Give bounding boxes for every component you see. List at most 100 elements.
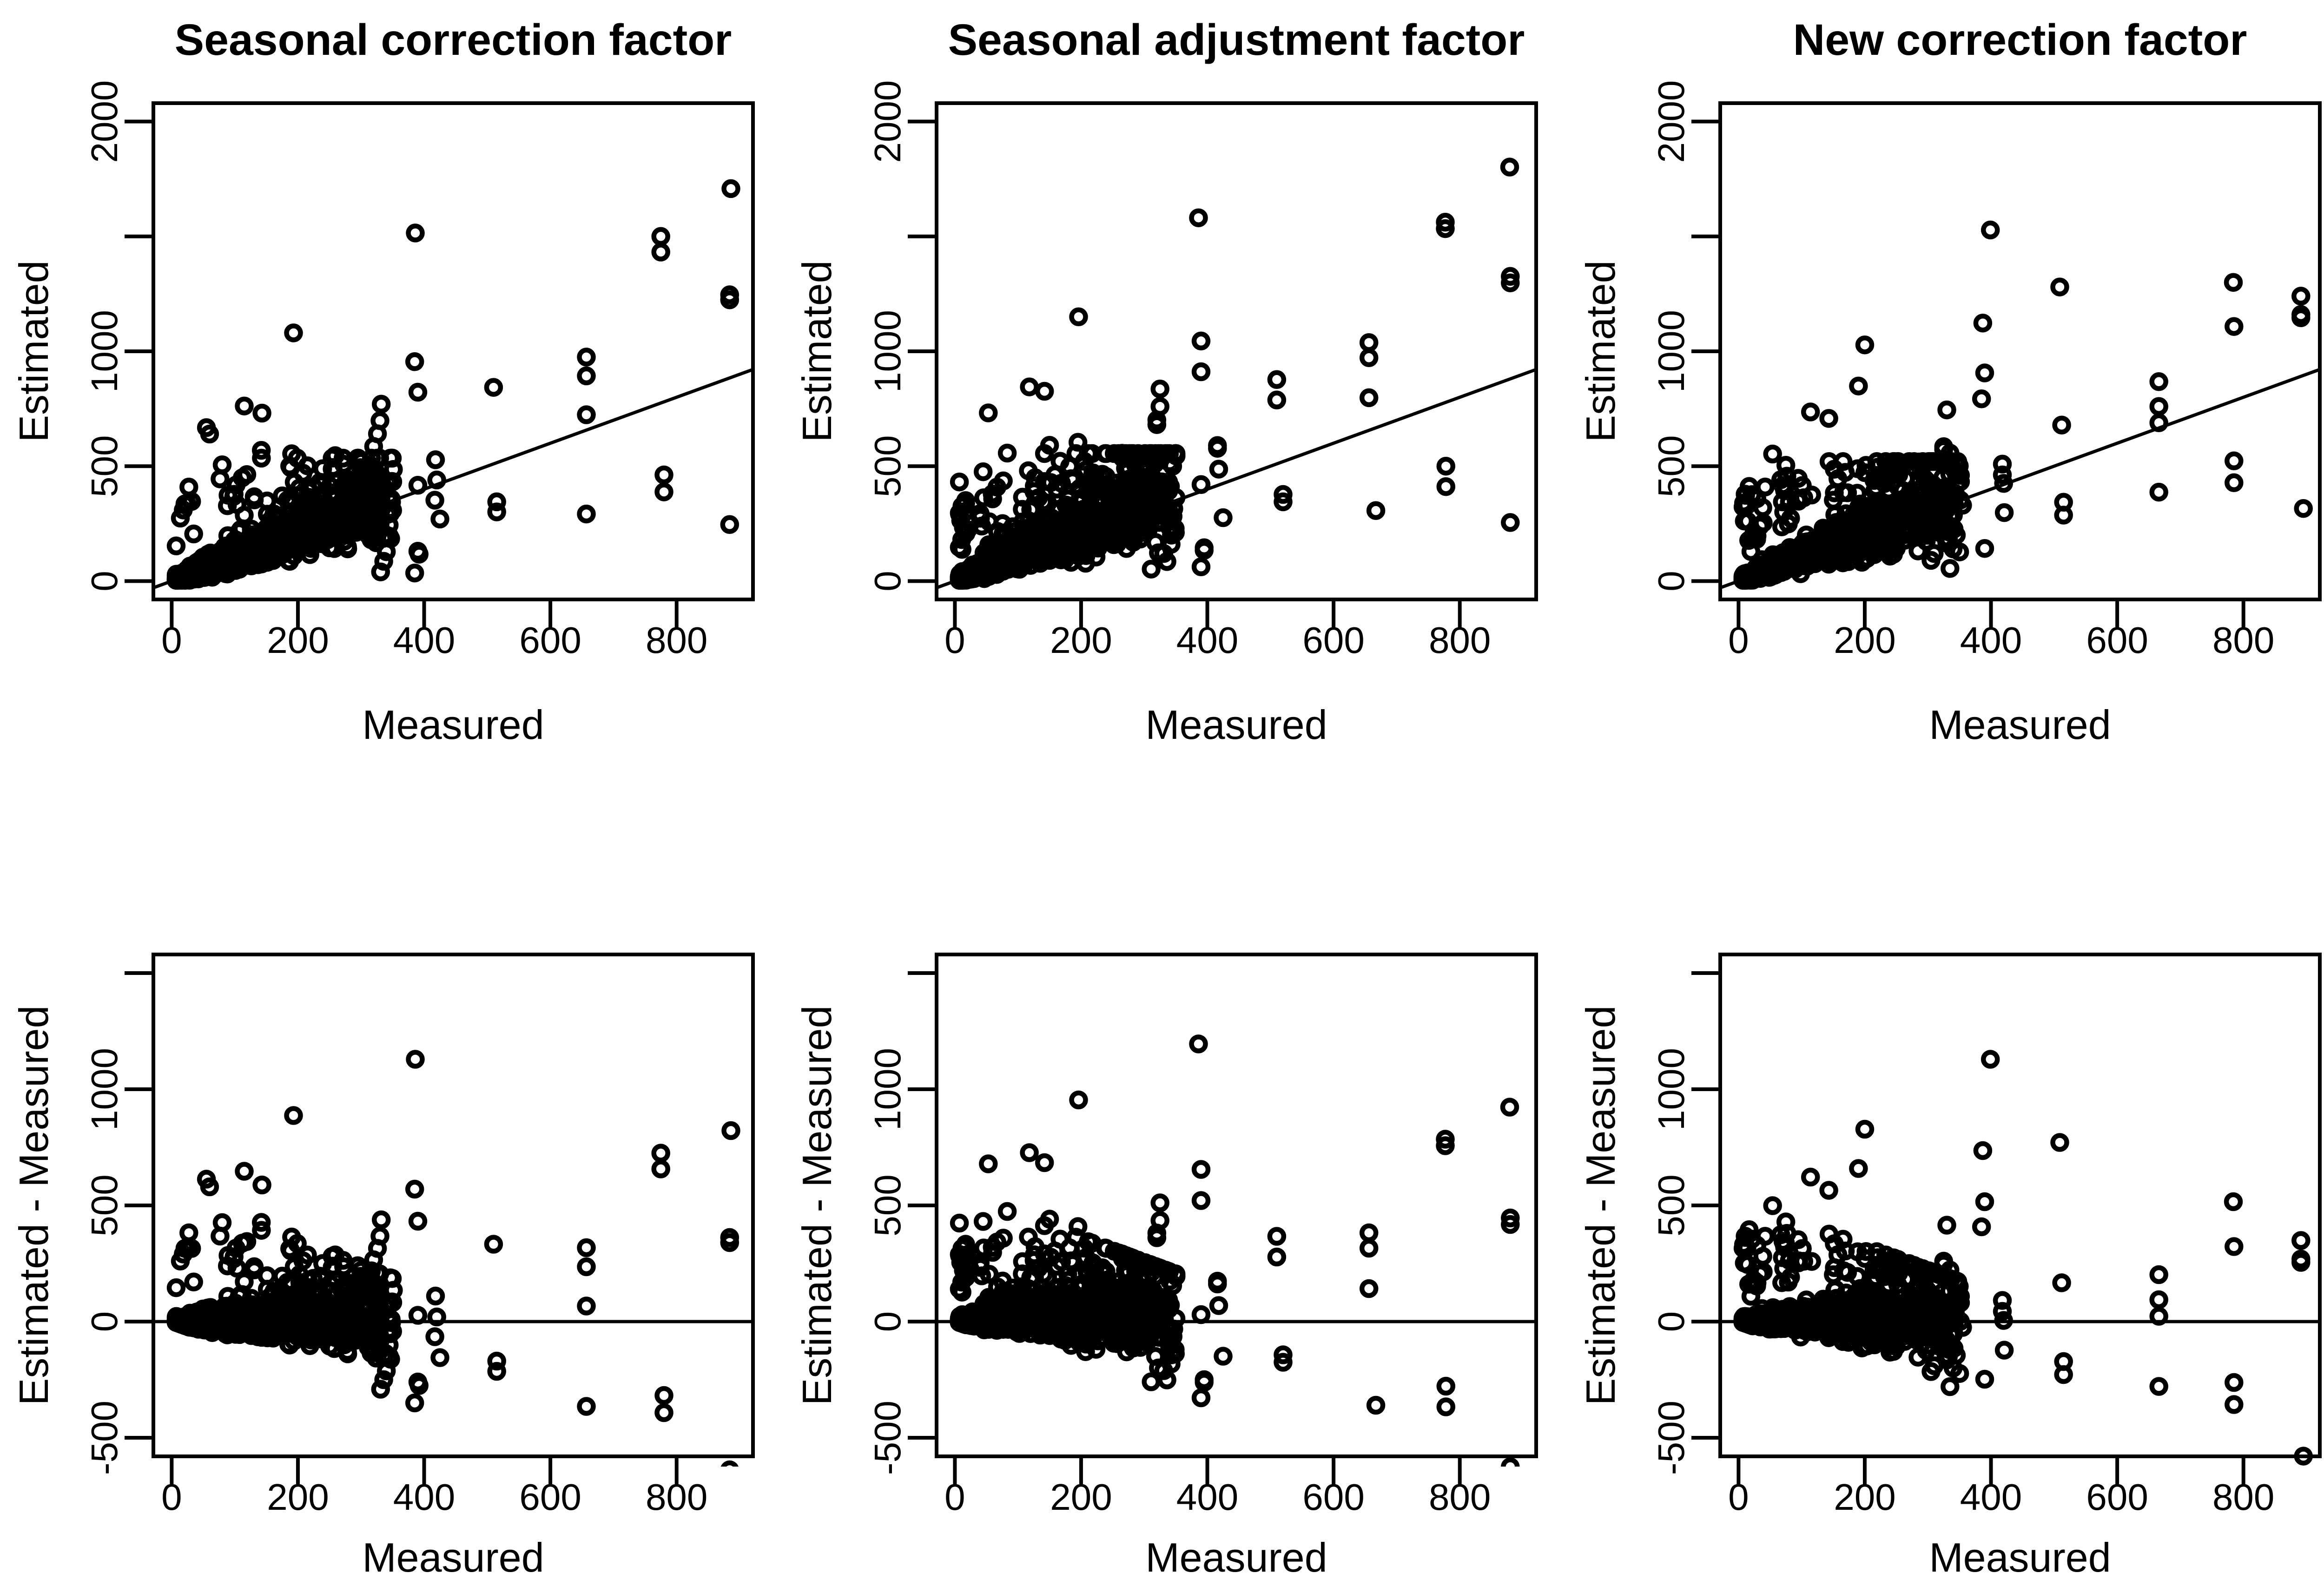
data-point <box>229 553 249 573</box>
data-point <box>2291 287 2311 306</box>
data-point <box>1973 313 1992 333</box>
data-point <box>1788 491 1807 510</box>
data-point <box>1142 559 1161 579</box>
data-point <box>279 1335 298 1354</box>
x-tick-label: 600 <box>2086 619 2148 661</box>
x-axis-ticks: 0 200 400 600 800 <box>161 599 707 661</box>
data-point <box>277 523 297 542</box>
x-tick-label: 200 <box>1050 619 1112 661</box>
data-point <box>1789 469 1808 488</box>
data-point <box>720 1460 739 1467</box>
x-axis-label: Measured <box>362 702 544 748</box>
x-tick-label: 600 <box>519 619 581 661</box>
data-point <box>1025 1245 1044 1264</box>
data-point <box>951 571 971 590</box>
data-point <box>212 455 232 474</box>
data-point <box>979 403 998 422</box>
data-point <box>1050 1230 1070 1249</box>
scatter-plot-residual-col1: 0 200 400 600 800-50005001000MeasuredEstimat… <box>11 953 755 1580</box>
data-point <box>1360 348 1379 368</box>
x-tick-label: 200 <box>1834 619 1895 661</box>
data-point <box>2224 473 2244 493</box>
data-point <box>1104 1334 1123 1353</box>
data-point <box>405 1179 424 1199</box>
data-point <box>1113 1244 1132 1264</box>
data-point <box>994 1229 1013 1248</box>
data-point <box>1921 551 1941 570</box>
y-axis-label: Estimated <box>11 260 57 442</box>
data-point <box>426 450 445 469</box>
x-axis-ticks: 0 200 400 600 800 <box>161 1456 707 1518</box>
data-point <box>166 536 186 556</box>
plot-box <box>152 953 755 1458</box>
data-point <box>1975 539 1994 558</box>
data-point <box>182 492 201 511</box>
data-point <box>175 1239 195 1258</box>
data-point <box>1360 388 1379 408</box>
data-point <box>1274 485 1293 504</box>
data-point <box>1214 508 1233 527</box>
data-point <box>1849 376 1868 395</box>
data-points <box>950 158 1520 590</box>
data-point <box>405 352 424 371</box>
data-point <box>310 511 330 530</box>
data-point <box>958 1253 977 1272</box>
data-point <box>577 1397 596 1416</box>
x-tick-label: 0 <box>944 619 965 661</box>
data-point <box>1192 1388 1211 1408</box>
data-point <box>996 1282 1016 1301</box>
y-tick-label: 0 <box>867 571 908 592</box>
x-axis-ticks: 0 200 400 600 800 <box>944 1456 1491 1518</box>
data-point <box>1776 455 1796 475</box>
data-point <box>951 1313 971 1332</box>
data-point <box>1146 1347 1165 1366</box>
x-axis-label: Measured <box>362 1534 544 1580</box>
data-point <box>298 456 317 475</box>
panel-row1-col1: 0 200 400 600 800 0 500 1000 2000 Seasonal correc… <box>0 0 784 793</box>
data-point <box>1063 1254 1083 1273</box>
data-point <box>1953 496 1972 515</box>
data-point <box>245 538 264 557</box>
x-tick-label: 600 <box>1303 1476 1365 1518</box>
data-point <box>380 1347 399 1366</box>
data-point <box>186 1315 205 1335</box>
data-point <box>1360 1279 1379 1298</box>
data-point <box>408 1211 428 1231</box>
data-point <box>1975 363 1994 382</box>
data-points <box>166 179 740 590</box>
data-point <box>409 545 429 564</box>
data-point <box>720 1233 739 1252</box>
data-point <box>2291 308 2311 328</box>
data-point <box>179 1223 198 1243</box>
data-point <box>2224 317 2244 336</box>
data-point <box>1267 1247 1287 1267</box>
data-point <box>230 1287 249 1306</box>
data-point <box>1858 537 1877 556</box>
data-point <box>1267 1227 1287 1246</box>
data-point <box>374 552 393 571</box>
data-point <box>721 179 740 198</box>
data-point <box>1195 540 1214 560</box>
data-point <box>484 1235 503 1254</box>
data-point <box>229 1318 249 1337</box>
data-point <box>1095 1322 1115 1341</box>
data-point <box>1160 1336 1179 1356</box>
panel-row2-col1: 0 200 400 600 800 -500 0 500 1000 Measured Estimat… <box>0 793 784 1586</box>
data-point <box>235 396 254 415</box>
data-point <box>993 546 1012 565</box>
data-point <box>1033 552 1052 571</box>
y-axis-label: Estimated <box>1578 260 1624 442</box>
data-point <box>1095 526 1115 546</box>
data-point <box>651 227 670 246</box>
data-point <box>980 1264 999 1284</box>
panel-title: New correction factor <box>1793 15 2247 65</box>
data-point <box>1937 400 1956 420</box>
data-point <box>409 1376 429 1395</box>
data-point <box>1360 333 1379 352</box>
data-point <box>257 1266 277 1285</box>
data-point <box>1274 1353 1293 1372</box>
data-point <box>1943 539 1963 559</box>
data-point <box>1801 402 1820 421</box>
